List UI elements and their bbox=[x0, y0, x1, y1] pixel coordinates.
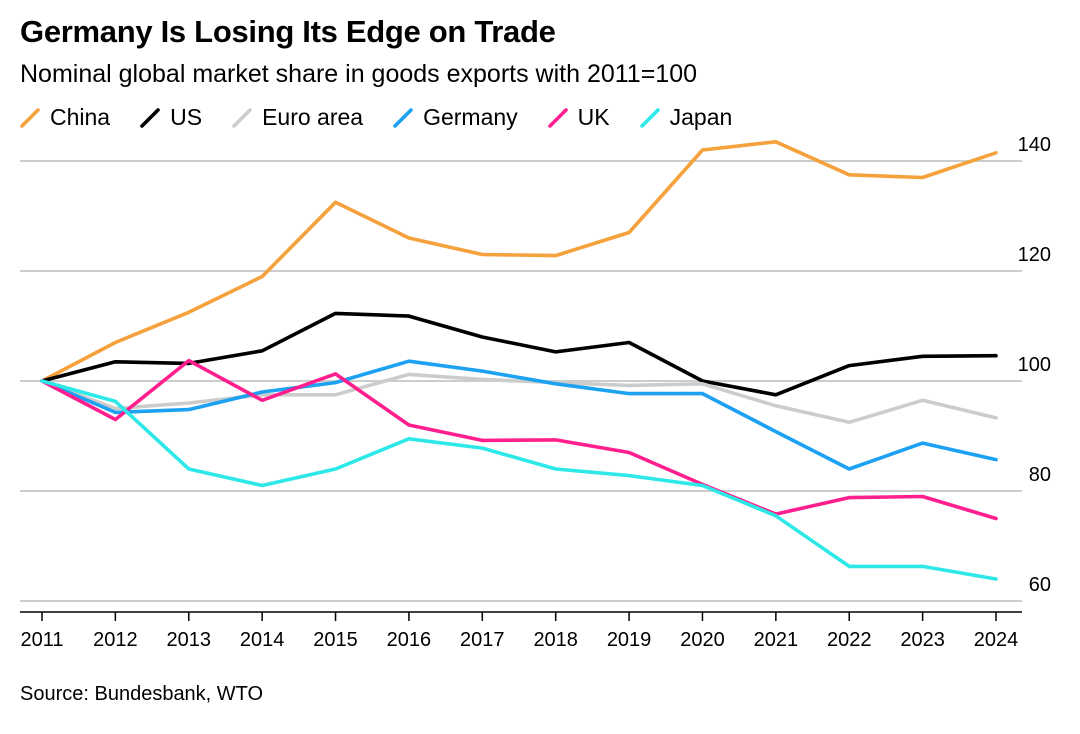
series-lines bbox=[40, 140, 998, 581]
legend-label-japan: Japan bbox=[669, 104, 733, 130]
series-line-euro-area bbox=[40, 372, 998, 425]
x-tick-label-2012: 2012 bbox=[93, 629, 138, 651]
legend-label-euro-area: Euro area bbox=[262, 104, 364, 130]
legend-item-euro-area: Euro area bbox=[232, 104, 363, 131]
legend-item-germany: Germany bbox=[393, 104, 518, 131]
legend-swatch-euro-area bbox=[232, 107, 252, 128]
legend-item-china: China bbox=[20, 104, 110, 131]
legend-item-us: US bbox=[140, 104, 202, 131]
x-tick-label-2022: 2022 bbox=[827, 629, 872, 651]
y-tick-label-80: 80 bbox=[1029, 464, 1051, 486]
x-tick-label-2016: 2016 bbox=[387, 629, 432, 651]
legend-label-uk: UK bbox=[577, 104, 610, 130]
legend-swatch-china bbox=[20, 107, 40, 128]
y-tick-label-140: 140 bbox=[1018, 134, 1051, 156]
x-tick-label-2017: 2017 bbox=[460, 629, 505, 651]
x-tick-label-2020: 2020 bbox=[680, 629, 725, 651]
x-tick-label-2015: 2015 bbox=[313, 629, 358, 651]
y-tick-label-100: 100 bbox=[1018, 354, 1051, 376]
chart-subtitle: Nominal global market share in goods exp… bbox=[20, 60, 698, 88]
x-tick-label-2024: 2024 bbox=[974, 629, 1019, 651]
x-axis: 2011 2012 2013 2014 2015 2016 2017 2018 2019 2020… bbox=[20, 611, 1022, 651]
legend-label-germany: Germany bbox=[423, 104, 518, 130]
series-line-japan bbox=[40, 379, 998, 581]
legend-swatch-japan bbox=[639, 107, 660, 128]
legend: China US Euro area Germany UK Japan bbox=[20, 104, 762, 131]
legend-swatch-germany bbox=[393, 107, 413, 128]
series-line-us bbox=[40, 311, 998, 397]
x-tick-label-2014: 2014 bbox=[240, 629, 285, 651]
legend-item-japan: Japan bbox=[639, 104, 733, 131]
x-tick-label-2019: 2019 bbox=[607, 629, 652, 651]
legend-label-us: US bbox=[170, 104, 203, 130]
legend-swatch-uk bbox=[547, 107, 568, 128]
y-axis-labels: 60 80 100 120 140 bbox=[1018, 134, 1051, 596]
x-tick-label-2013: 2013 bbox=[167, 629, 212, 651]
series-line-china bbox=[40, 140, 998, 383]
legend-label-china: China bbox=[50, 104, 111, 130]
y-tick-label-60: 60 bbox=[1029, 574, 1051, 596]
x-tick-label-2011: 2011 bbox=[20, 629, 63, 651]
x-tick-label-2023: 2023 bbox=[900, 629, 945, 651]
y-tick-label-120: 120 bbox=[1018, 244, 1051, 266]
x-tick-label-2018: 2018 bbox=[533, 629, 578, 651]
chart-title: Germany Is Losing Its Edge on Trade bbox=[20, 14, 556, 49]
series-line-uk bbox=[40, 358, 998, 521]
legend-item-uk: UK bbox=[547, 104, 610, 131]
legend-swatch-us bbox=[140, 107, 160, 128]
x-tick-label-2021: 2021 bbox=[754, 629, 799, 651]
series-line-germany bbox=[40, 359, 998, 471]
source-note: Source: Bundesbank, WTO bbox=[20, 683, 264, 705]
